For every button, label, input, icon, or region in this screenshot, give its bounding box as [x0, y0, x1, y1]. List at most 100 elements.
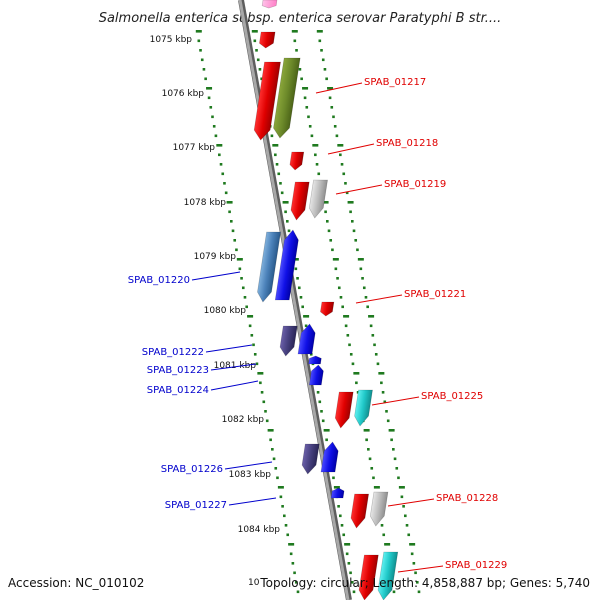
- gene-arrow[interactable]: [279, 325, 298, 357]
- gene-arrow[interactable]: [259, 31, 276, 49]
- gene-arrow[interactable]: [301, 443, 320, 475]
- tick-mark: [289, 552, 293, 556]
- tick-mark: [255, 362, 259, 366]
- tick-mark: [333, 486, 340, 489]
- gene-arrow[interactable]: [308, 355, 322, 365]
- gene-arrow[interactable]: [274, 229, 300, 301]
- tick-mark: [341, 305, 344, 309]
- tick-mark: [206, 87, 213, 90]
- tick-mark: [288, 543, 295, 546]
- gene-arrow[interactable]: [357, 554, 379, 600]
- gene-arrow[interactable]: [369, 491, 389, 527]
- tick-mark: [352, 590, 356, 594]
- leader-line: [397, 565, 444, 573]
- tick-mark: [298, 68, 302, 71]
- tick-mark: [332, 115, 335, 119]
- gene-arrow[interactable]: [308, 364, 324, 386]
- tick-mark: [347, 201, 354, 204]
- tick-mark: [282, 201, 289, 204]
- tick-mark: [349, 210, 352, 214]
- tick-mark: [307, 115, 310, 119]
- gene-arrow[interactable]: [334, 391, 354, 429]
- gene-arrow[interactable]: [253, 61, 281, 141]
- tick-mark: [226, 201, 233, 204]
- tick-mark: [344, 182, 347, 185]
- tick-mark: [309, 353, 313, 356]
- tick-mark: [368, 457, 372, 461]
- tick-mark: [354, 239, 358, 242]
- tick-mark: [373, 486, 380, 489]
- gene-arrow[interactable]: [308, 179, 328, 219]
- tick-label: 1076 kbp: [162, 89, 205, 99]
- gene-label-spab-01227[interactable]: SPAB_01227: [165, 500, 227, 511]
- tick-mark: [211, 115, 214, 119]
- gene-arrow[interactable]: [289, 151, 305, 171]
- tick-mark: [277, 172, 281, 176]
- gene-arrow[interactable]: [272, 57, 301, 139]
- tick-mark: [260, 391, 264, 394]
- tick-mark: [243, 296, 247, 299]
- gene-label-spab-01220[interactable]: SPAB_01220: [128, 275, 190, 286]
- tick-mark: [320, 49, 323, 52]
- tick-mark: [384, 543, 391, 546]
- tick-mark: [351, 220, 354, 223]
- leader-line: [205, 344, 253, 353]
- tick-mark: [329, 239, 333, 242]
- tick-mark: [410, 552, 414, 556]
- tick-mark: [202, 68, 206, 71]
- tick-mark: [199, 49, 202, 52]
- tick-mark: [293, 571, 296, 575]
- tick-mark: [276, 476, 279, 480]
- gene-label-spab-01221[interactable]: SPAB_01221: [404, 289, 466, 300]
- tick-mark: [303, 96, 307, 100]
- tick-mark: [233, 239, 237, 242]
- gene-label-spab-01224[interactable]: SPAB_01224: [147, 385, 209, 396]
- gene-arrow[interactable]: [320, 301, 335, 317]
- tick-mark: [407, 533, 411, 537]
- tick-label: 1084 kbp: [238, 525, 281, 535]
- gene-arrow[interactable]: [349, 493, 369, 529]
- gene-label-spab-01219[interactable]: SPAB_01219: [384, 179, 446, 190]
- tick-mark: [316, 30, 323, 33]
- gene-arrow[interactable]: [261, 0, 278, 9]
- tick-mark: [296, 590, 300, 594]
- tick-label: 1083 kbp: [229, 470, 272, 480]
- tick-mark: [325, 438, 328, 442]
- gene-label-spab-01218[interactable]: SPAB_01218: [376, 138, 438, 149]
- tick-mark: [292, 258, 299, 261]
- gene-arrow[interactable]: [330, 487, 345, 499]
- tick-mark: [291, 30, 298, 33]
- tick-mark: [262, 400, 266, 404]
- gene-label-spab-01228[interactable]: SPAB_01228: [436, 493, 498, 504]
- gene-label-spab-01226[interactable]: SPAB_01226: [161, 464, 223, 475]
- tick-mark: [265, 419, 269, 423]
- partial-tick-label: 10: [248, 578, 260, 588]
- tick-mark: [207, 96, 211, 100]
- gene-label-spab-01222[interactable]: SPAB_01222: [142, 347, 204, 358]
- tick-mark: [343, 315, 350, 318]
- tick-mark: [323, 68, 327, 71]
- tick-mark: [365, 438, 368, 442]
- gene-arrow[interactable]: [297, 323, 317, 355]
- tick-mark: [414, 571, 417, 575]
- gene-arrow[interactable]: [376, 551, 399, 600]
- tick-mark: [260, 77, 263, 81]
- tick-mark: [256, 58, 260, 62]
- gene-arrow[interactable]: [320, 441, 340, 473]
- gene-label-spab-01217[interactable]: SPAB_01217: [364, 77, 426, 88]
- tick-mark: [368, 315, 375, 318]
- tick-mark: [267, 429, 274, 432]
- gene-label-spab-01225[interactable]: SPAB_01225: [421, 391, 483, 402]
- gene-arrow[interactable]: [256, 231, 281, 303]
- gene-label-spab-01229[interactable]: SPAB_01229: [445, 560, 507, 571]
- tick-mark: [349, 353, 353, 356]
- gene-arrow[interactable]: [353, 389, 373, 427]
- tick-mark: [371, 334, 375, 337]
- leader-line: [327, 143, 375, 155]
- tick-mark: [291, 562, 295, 565]
- tick-mark: [409, 543, 416, 546]
- gene-arrow[interactable]: [289, 181, 310, 221]
- tick-mark: [331, 248, 334, 252]
- gene-label-spab-01223[interactable]: SPAB_01223: [147, 365, 209, 376]
